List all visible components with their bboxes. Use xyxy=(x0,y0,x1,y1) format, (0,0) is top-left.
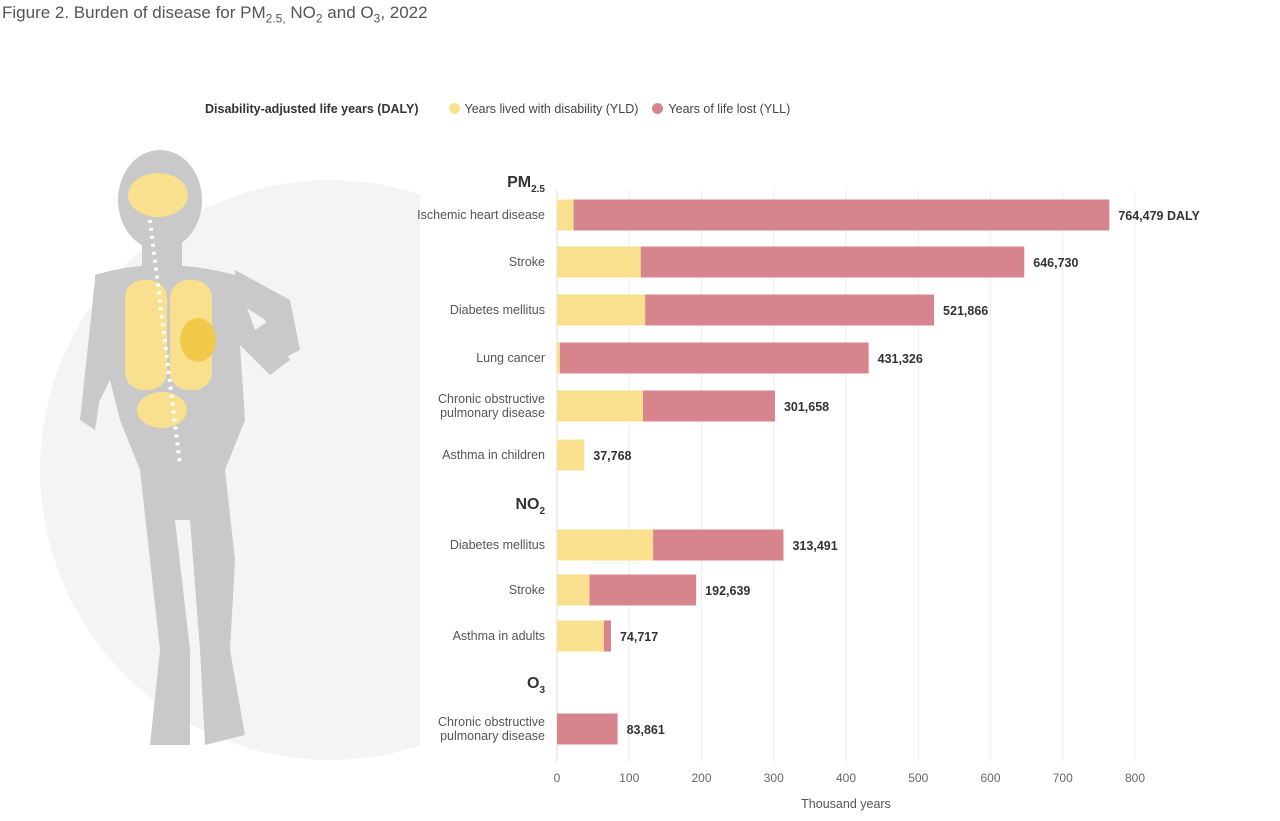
category-label: Asthma in children xyxy=(442,448,545,462)
x-tick-label: 0 xyxy=(554,771,561,785)
bar-yld xyxy=(557,342,560,374)
category-label: Diabetes mellitus xyxy=(450,303,545,317)
data-label: 37,768 xyxy=(593,449,631,463)
legend-swatch-yll xyxy=(652,103,664,114)
figure-title: Figure 2. Burden of disease for PM2.5, N… xyxy=(2,3,428,25)
bar-yld xyxy=(557,439,585,471)
category-label: Ischemic heart disease xyxy=(417,208,545,222)
legend-item-yld: Years lived with disability (YLD) xyxy=(448,102,639,116)
x-tick-label: 800 xyxy=(1125,771,1145,785)
title-text: NO xyxy=(285,3,316,22)
category-label: pulmonary disease xyxy=(440,729,545,743)
data-label: 74,717 xyxy=(620,630,658,644)
group-label: O3 xyxy=(527,675,545,696)
x-tick-label: 700 xyxy=(1053,771,1073,785)
title-sub: 3 xyxy=(373,11,381,26)
x-tick-label: 600 xyxy=(980,771,1000,785)
title-sub: 2 xyxy=(315,11,323,26)
data-label: 192,639 xyxy=(705,584,750,598)
bar-yll xyxy=(645,294,935,326)
data-label: 313,491 xyxy=(792,539,837,553)
legend-label-yld: Years lived with disability (YLD) xyxy=(464,102,639,116)
group-label: PM2.5 xyxy=(507,174,545,195)
category-label: pulmonary disease xyxy=(440,406,545,420)
nerve-path xyxy=(148,219,182,466)
legend-label-yll: Years of life lost (YLL) xyxy=(668,102,791,116)
category-label: Asthma in adults xyxy=(453,629,545,643)
title-text: and O xyxy=(322,3,374,22)
bar-yld xyxy=(557,529,654,561)
title-sub: 2.5, xyxy=(265,11,286,26)
legend: Disability-adjusted life years (DALY) Ye… xyxy=(205,102,790,116)
legend-item-yll: Years of life lost (YLL) xyxy=(652,102,790,116)
x-tick-label: 100 xyxy=(619,771,639,785)
x-tick-label: 200 xyxy=(691,771,711,785)
bar-yll xyxy=(573,199,1110,231)
bar-yld xyxy=(557,246,641,278)
bar-yll xyxy=(642,390,775,422)
data-label: 301,658 xyxy=(784,400,829,414)
legend-swatch-yld xyxy=(448,103,460,114)
data-label: 83,861 xyxy=(627,723,665,737)
bar-yll xyxy=(589,574,697,606)
bar-yld xyxy=(557,294,646,326)
category-label: Chronic obstructive xyxy=(438,715,545,729)
bar-yll xyxy=(640,246,1025,278)
brain-icon xyxy=(128,173,188,217)
category-label: Lung cancer xyxy=(476,351,545,365)
lung-left xyxy=(125,280,167,390)
data-label: 764,479 DALY xyxy=(1118,209,1200,223)
title-text: , 2022 xyxy=(380,3,428,22)
x-tick-label: 400 xyxy=(836,771,856,785)
bar-yld xyxy=(557,574,590,606)
x-tick-label: 500 xyxy=(908,771,928,785)
legend-title: Disability-adjusted life years (DALY) xyxy=(205,102,419,116)
bar-yld xyxy=(557,199,574,231)
bar-yll xyxy=(559,342,869,374)
bar-yll xyxy=(653,529,784,561)
group-label: NO2 xyxy=(515,496,545,517)
organs xyxy=(125,173,216,428)
bar-yld xyxy=(557,390,643,422)
bar-yll xyxy=(557,713,618,745)
x-axis-label: Thousand years xyxy=(801,797,891,811)
bar-yll xyxy=(603,620,611,652)
heart-icon xyxy=(180,318,216,362)
data-label: 646,730 xyxy=(1033,256,1078,270)
bar-yld xyxy=(557,620,604,652)
category-label: Diabetes mellitus xyxy=(450,538,545,552)
category-label: Stroke xyxy=(509,583,545,597)
x-tick-label: 300 xyxy=(764,771,784,785)
title-text: Figure 2. Burden of disease for PM xyxy=(2,3,266,22)
category-label: Chronic obstructive xyxy=(438,392,545,406)
data-label: 521,866 xyxy=(943,304,988,318)
category-label: Stroke xyxy=(509,255,545,269)
human-figure-illustration xyxy=(40,150,420,760)
data-label: 431,326 xyxy=(878,352,923,366)
